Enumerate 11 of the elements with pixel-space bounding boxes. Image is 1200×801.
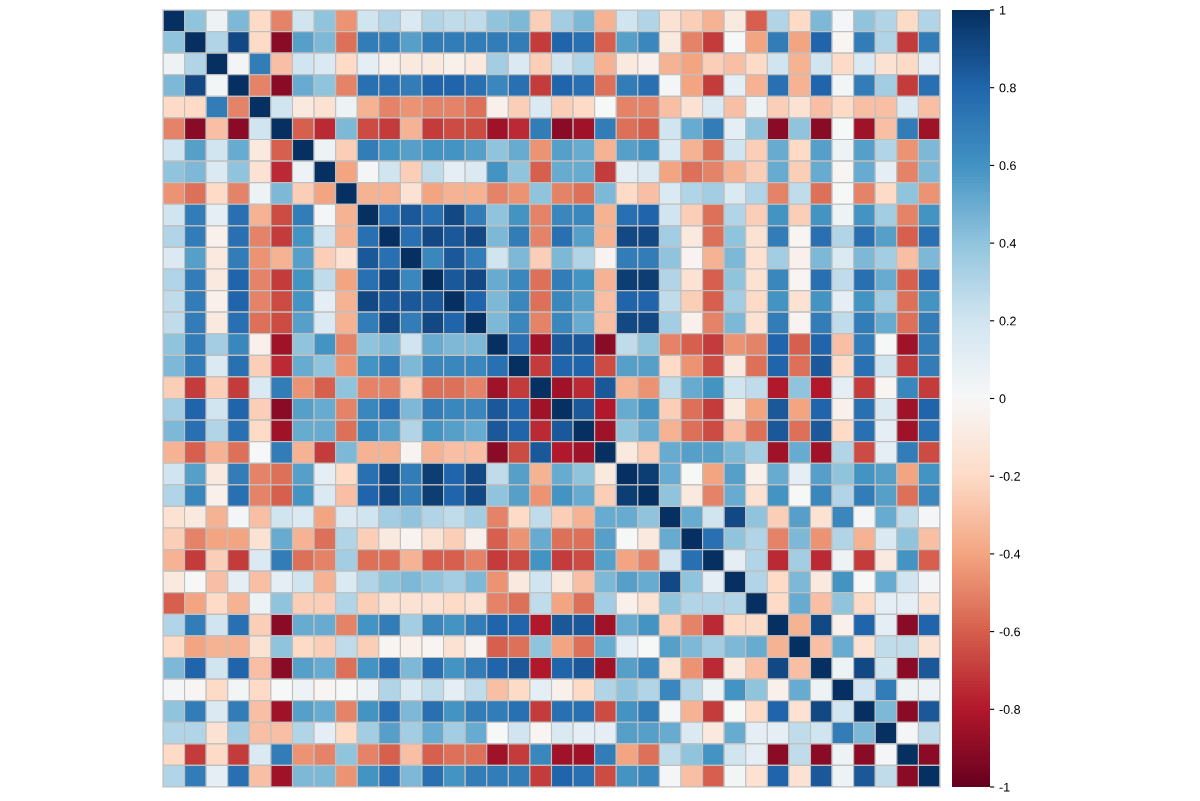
color-bar-label: -0.8 [999,705,1021,714]
color-bar-label: -0.2 [999,472,1020,481]
color-bar-label: 0.2 [999,316,1016,326]
color-bar-label: -0.6 [999,627,1021,637]
color-bar-label: 0 [999,394,1006,404]
color-bar-label: 1 [999,5,1006,15]
color-bar-label: 0.8 [999,83,1016,93]
color-bar-label: 0.6 [999,161,1016,171]
color-bar-label: 0.4 [999,238,1017,248]
color-bar-label: -1 [999,782,1010,792]
color-bar-label: -0.4 [999,549,1021,559]
